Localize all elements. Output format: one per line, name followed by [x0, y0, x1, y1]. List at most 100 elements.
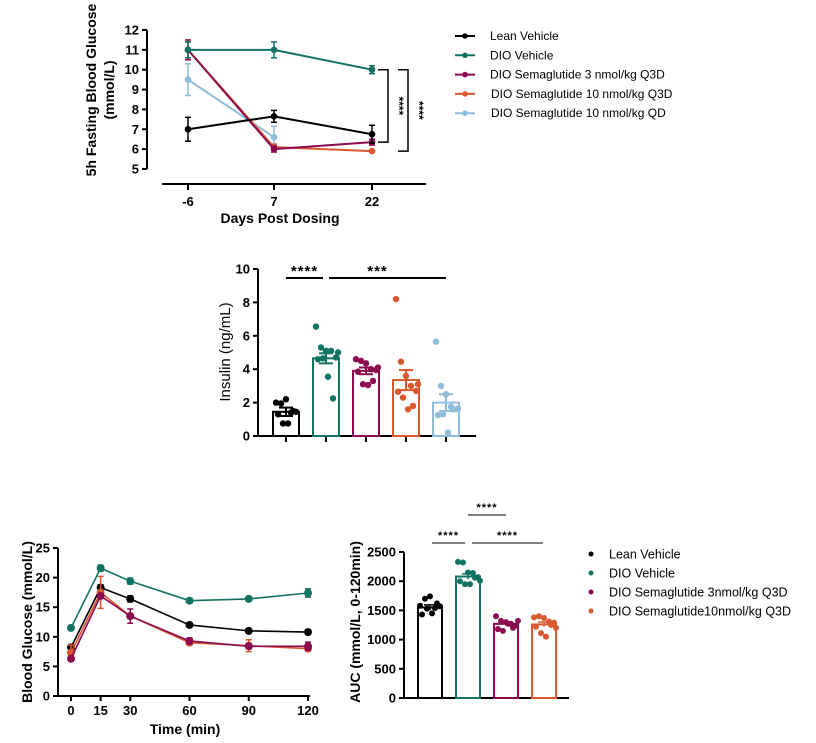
y-tick-label: 6: [132, 142, 139, 157]
data-point-dio: [334, 349, 342, 356]
series-line-dio: [188, 48, 373, 71]
data-point-dio: [477, 577, 483, 584]
data-point-dio: [244, 594, 253, 603]
data-point-sema10: [536, 613, 542, 620]
data-point-sema10qd: [444, 429, 452, 436]
data-point-lean: [244, 626, 253, 635]
y-tick-label: 25: [36, 541, 50, 556]
legend-label: DIO Semaglutide 10 nmol/kg QD: [491, 106, 666, 120]
data-point-lean: [284, 420, 292, 427]
legend-label: DIO Semaglutide 3 nmol/kg Q3D: [490, 68, 665, 82]
x-tick-label: 22: [365, 194, 379, 209]
y-tick-label: 0: [389, 691, 396, 706]
data-point-sema3: [364, 381, 372, 389]
legend-marker-sema10: [462, 91, 468, 97]
data-point-sema3: [362, 360, 370, 367]
significance-label: ****: [438, 530, 459, 542]
series-line-lean: [70, 586, 309, 648]
legend-label: DIO Semaglutide 10 nmol/kg Q3D: [491, 87, 673, 101]
y-tick-label: 5: [132, 161, 139, 176]
bar-sema3: [493, 622, 519, 699]
data-point-sema10: [414, 381, 422, 388]
data-point-lean: [429, 610, 435, 617]
series-line-sema3: [70, 594, 308, 660]
data-point-dio: [462, 581, 468, 588]
data-point-lean: [289, 407, 297, 415]
data-point-lean: [126, 594, 135, 603]
data-point-sema10qd: [454, 405, 462, 412]
data-point-dio: [457, 578, 463, 585]
y-tick-label: 0: [243, 429, 250, 444]
data-point-dio: [329, 395, 337, 402]
data-point-sema10: [392, 295, 400, 303]
data-point-sema10qd: [270, 133, 278, 141]
data-point-sema3: [493, 613, 499, 620]
x-tick-label: 30: [123, 703, 137, 718]
data-point-sema3: [357, 357, 365, 365]
data-point-dio: [317, 344, 325, 351]
legend-label: DIO Semaglutide 3nmol/kg Q3D: [609, 586, 788, 600]
data-point-sema3: [498, 617, 504, 624]
legend-marker-sema3: [462, 71, 468, 78]
y-tick-label: 4: [243, 362, 251, 377]
y-tick-label: 20: [36, 570, 50, 585]
data-point-dio: [467, 581, 473, 588]
data-point-dio: [185, 596, 194, 605]
y-tick-label: 2: [243, 395, 250, 410]
y-axis-title-line: 5h Fasting Blood Glucose: [83, 3, 99, 176]
data-point-lean: [432, 605, 438, 612]
y-tick-label: 8: [132, 102, 139, 117]
data-point-lean: [422, 595, 428, 602]
y-tick-label: 10: [125, 62, 139, 77]
data-point-dio: [368, 66, 376, 73]
significance-label: ****: [291, 263, 318, 280]
data-point-dio: [319, 355, 327, 362]
data-point-lean: [368, 130, 376, 138]
data-point-dio: [460, 559, 466, 566]
data-point-dio: [455, 558, 461, 565]
data-point-dio: [332, 354, 340, 361]
data-point-dio: [126, 577, 135, 586]
data-point-sema3: [500, 627, 506, 634]
y-tick-label: 10: [236, 262, 250, 277]
data-point-sema10: [407, 382, 415, 390]
y-tick-label: 12: [125, 23, 139, 38]
data-point-dio: [96, 564, 105, 573]
x-tick-label: -6: [182, 194, 194, 209]
data-point-sema10qd: [439, 411, 447, 418]
y-tick-label: 1500: [367, 603, 396, 618]
x-tick-label: 0: [67, 703, 74, 718]
significance-label: ****: [497, 530, 518, 542]
data-point-lean: [277, 400, 285, 407]
data-point-lean: [282, 396, 290, 403]
x-tick-label: 90: [242, 703, 256, 718]
data-point-lean: [304, 628, 312, 637]
data-point-dio: [270, 46, 278, 54]
y-tick-label: 15: [36, 600, 50, 615]
data-point-sema3: [270, 145, 278, 153]
data-point-sema10qd: [434, 411, 442, 419]
data-point-sema3: [304, 642, 312, 651]
y-tick-label: 9: [132, 82, 139, 97]
bar-lean: [417, 606, 443, 699]
y-tick-label: 500: [374, 661, 396, 676]
series-line-sema10qd: [187, 78, 275, 139]
y-tick-label: 1000: [367, 632, 396, 647]
data-point-dio: [184, 46, 192, 54]
data-point-sema3: [96, 591, 105, 600]
y-tick-label: 7: [132, 122, 139, 137]
significance-bracket: [398, 68, 409, 152]
significance-label: ***: [367, 263, 388, 280]
bar-dio: [455, 575, 481, 700]
significance-label: ****: [392, 97, 406, 116]
data-point-sema3: [515, 617, 521, 624]
data-point-lean: [185, 620, 194, 629]
data-point-sema10qd: [184, 76, 192, 83]
data-point-dio: [324, 373, 332, 380]
legend-marker-lean: [462, 33, 468, 39]
data-point-sema10qd: [437, 382, 445, 390]
data-point-sema3: [126, 612, 135, 621]
data-point-sema10: [543, 633, 549, 640]
data-point-sema3: [510, 624, 516, 631]
data-point-dio: [312, 323, 320, 330]
